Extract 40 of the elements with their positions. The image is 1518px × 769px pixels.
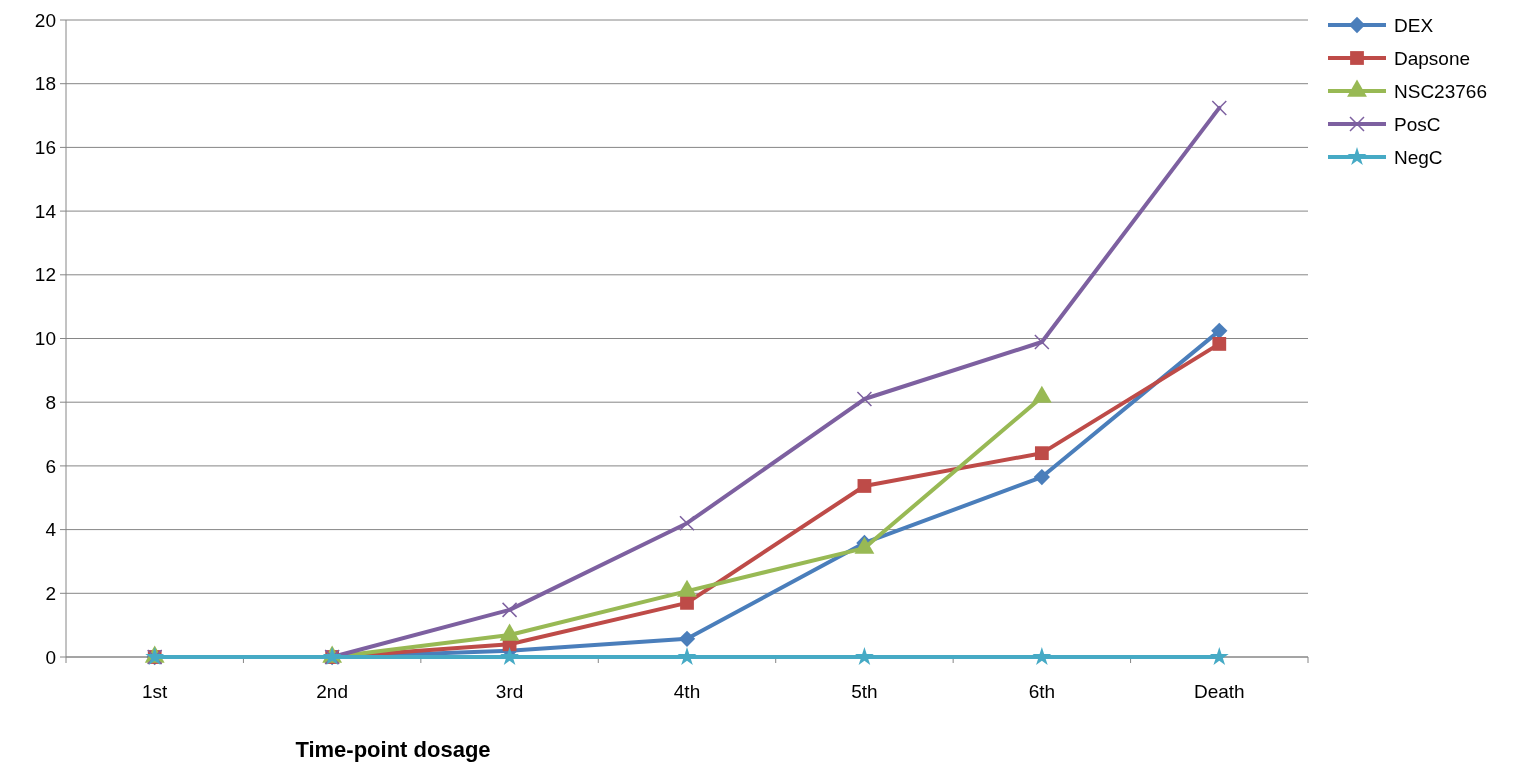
point <box>501 602 518 618</box>
y-tick-label: 4 <box>45 519 57 541</box>
point <box>1034 334 1050 350</box>
x-tick-label: 4th <box>673 681 701 702</box>
y-tick-label: 6 <box>45 455 56 477</box>
x-tick-label: Death <box>1193 681 1245 702</box>
point <box>1033 468 1051 486</box>
point <box>1209 647 1229 666</box>
y-tick-label: 12 <box>34 264 56 286</box>
point <box>857 479 872 493</box>
y-tick-label: 14 <box>34 200 57 222</box>
legend-label: NSC23766 <box>1394 80 1487 102</box>
point <box>1034 446 1049 461</box>
point <box>500 647 519 666</box>
x-tick-label: 6th <box>1028 681 1056 702</box>
point <box>855 647 874 666</box>
legend-label: NegC <box>1394 146 1443 168</box>
y-tick-label: 18 <box>34 73 56 95</box>
point <box>1212 337 1227 351</box>
legend-label: Dapsone <box>1394 47 1471 69</box>
x-tick-label: 5th <box>851 681 878 702</box>
x-axis-title: Time-point dosage <box>295 737 491 762</box>
legend-label: PosC <box>1394 113 1441 135</box>
point <box>678 630 696 648</box>
y-tick-label: 2 <box>45 582 56 604</box>
point <box>1211 100 1228 116</box>
legend-label: DEX <box>1394 14 1434 36</box>
x-tick-label: 1st <box>142 681 169 702</box>
point <box>677 647 697 666</box>
x-tick-label: 2nd <box>316 681 348 702</box>
point <box>856 391 873 407</box>
point <box>1032 647 1052 666</box>
y-tick-label: 10 <box>34 328 56 350</box>
point <box>679 515 695 531</box>
y-tick-label: 20 <box>34 9 56 31</box>
y-tick-label: 8 <box>45 391 56 413</box>
point <box>680 595 694 610</box>
y-tick-label: 0 <box>45 646 56 668</box>
x-tick-label: 3rd <box>495 681 524 702</box>
y-tick-label: 16 <box>34 137 56 159</box>
